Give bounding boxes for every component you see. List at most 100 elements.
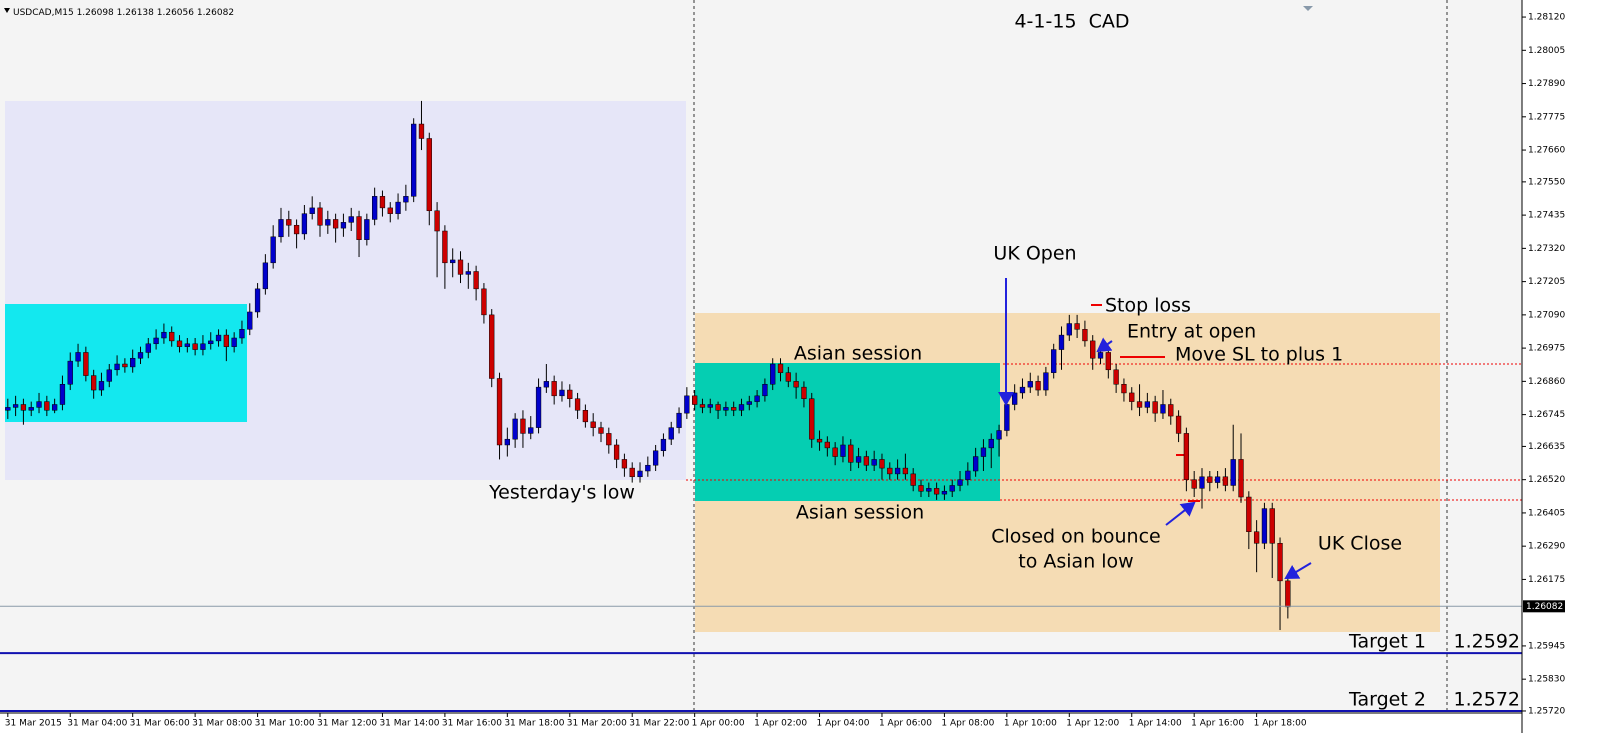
price-axis [1522, 0, 1600, 733]
candle-body [770, 363, 776, 385]
candle-body [988, 438, 994, 449]
candle-body [153, 337, 159, 345]
candle-body [1214, 476, 1221, 483]
header-low: 1.26056 [157, 8, 194, 18]
candle-body [918, 485, 924, 492]
candle-body [286, 219, 292, 226]
candle-body [574, 398, 581, 411]
candle-body [972, 456, 979, 472]
candle-body [848, 444, 854, 463]
candle-body [130, 357, 136, 368]
x-tick-label: 31 Mar 20:00 [567, 719, 627, 729]
asian-box [695, 363, 1000, 501]
candle-body [598, 427, 604, 434]
x-tick-label: 1 Apr 16:00 [1191, 719, 1244, 729]
candle-body [606, 433, 612, 446]
candle-body [114, 363, 120, 371]
y-tick-label: 1.26175 [1528, 575, 1565, 585]
previous-day-box [5, 101, 686, 480]
candle-body [254, 288, 261, 313]
candle-body [36, 401, 42, 408]
annotation: Closed on bounce [991, 526, 1160, 548]
candle-body [1191, 479, 1197, 489]
candle-body [1113, 369, 1119, 385]
candle-body [278, 219, 284, 238]
candle-body [98, 381, 105, 391]
candle-body [434, 210, 440, 232]
candle-body [715, 404, 721, 411]
candle-body [91, 375, 97, 391]
y-tick-label: 1.28120 [1528, 13, 1565, 23]
candle-body [559, 389, 565, 397]
candle-body [20, 404, 27, 411]
candle-body [824, 441, 830, 449]
candle-body [481, 288, 487, 316]
candle-body [1152, 401, 1158, 414]
candle-body [676, 412, 682, 428]
candle-body [621, 459, 628, 469]
candle-body [933, 488, 940, 495]
y-tick-label: 1.26520 [1528, 475, 1565, 485]
candle-body [426, 138, 432, 212]
candle-body [660, 438, 667, 452]
candle-body [223, 334, 229, 347]
candle-body [668, 427, 674, 440]
candle-body [855, 456, 862, 463]
candle-body [418, 123, 425, 139]
y-tick-label: 1.27205 [1528, 277, 1565, 287]
candle-body [1136, 401, 1143, 408]
candle-body [1160, 404, 1166, 414]
candle-body [1269, 508, 1275, 544]
candle-body [1066, 323, 1072, 336]
candle-body [863, 456, 870, 466]
candle-body [1043, 372, 1049, 391]
candle-body [332, 219, 339, 229]
candle-body [325, 219, 331, 226]
candle-body [12, 404, 19, 408]
y-tick-label: 1.26745 [1528, 410, 1565, 420]
candle-body [980, 447, 987, 457]
candle-body [1090, 340, 1096, 359]
symbol: USDCAD,M15 [13, 8, 74, 18]
menu-icon[interactable] [4, 8, 10, 13]
candle-body [1277, 543, 1283, 582]
y-tick-label: 1.27435 [1528, 211, 1565, 221]
chart-title: 4-1-15 CAD [1014, 11, 1129, 33]
candle-body [270, 236, 276, 264]
candle-body [301, 213, 308, 235]
y-tick-label: 1.26405 [1528, 508, 1565, 518]
candle-body [567, 389, 573, 399]
x-tick-label: 1 Apr 08:00 [941, 719, 994, 729]
x-tick-label: 31 Mar 06:00 [130, 719, 190, 729]
candle-body [637, 470, 643, 478]
annotation: Asian session [794, 343, 922, 365]
candle-body [941, 490, 948, 495]
candle-body [1285, 580, 1291, 608]
candle-body [348, 216, 354, 223]
header-open: 1.26098 [77, 8, 114, 18]
candle-body [894, 467, 901, 475]
candle-body [1261, 508, 1268, 544]
y-tick-label: 1.26635 [1528, 442, 1565, 452]
candle-body [543, 381, 550, 388]
header-high: 1.26138 [117, 8, 154, 18]
x-tick-label: 31 Mar 08:00 [192, 719, 252, 729]
annotation: Entry at open [1127, 321, 1256, 343]
x-tick-label: 31 Mar 2015 [5, 719, 62, 729]
candle-body [957, 479, 963, 486]
candle-body [1175, 415, 1182, 434]
candle-body [645, 464, 651, 472]
candles: 1.2592 Target 1 1.2572 Target 2 [0, 100, 1522, 712]
x-tick-label: 1 Apr 04:00 [817, 719, 870, 729]
arrow [1165, 501, 1196, 526]
y-tick-label: 1.26290 [1528, 542, 1565, 552]
candle-body [340, 222, 347, 229]
candle-body [1074, 323, 1080, 330]
shift-marker [1303, 6, 1313, 11]
candle-body [535, 386, 542, 428]
candle-body [457, 259, 464, 275]
candle-body [1019, 386, 1026, 394]
candle-body [489, 314, 495, 379]
candle-body [1222, 476, 1229, 486]
